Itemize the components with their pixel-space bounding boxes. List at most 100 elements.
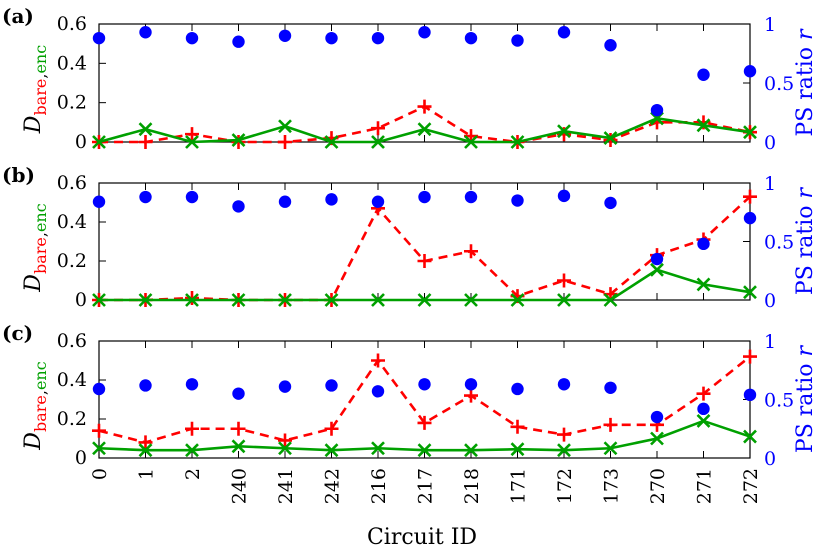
y-left-label-sub-comma: , [31, 390, 50, 395]
point-ratio [418, 190, 431, 204]
point-enc [185, 135, 199, 149]
point-bare [510, 419, 525, 434]
x-tick-label: 272 [740, 468, 762, 504]
y-left-label-sub-enc: enc [31, 45, 50, 74]
point-enc [464, 293, 478, 307]
y-left-label-symbol: D [21, 274, 46, 293]
y-left-tick-label: 0.4 [57, 211, 87, 233]
point-ratio [325, 193, 338, 206]
point-enc [696, 118, 711, 133]
point-enc [92, 135, 106, 149]
point-ratio [511, 382, 524, 396]
point-bare [278, 433, 292, 448]
point-ratio [232, 387, 245, 400]
point-enc [603, 131, 618, 145]
point-enc [650, 262, 664, 277]
point-enc [138, 443, 153, 458]
point-ratio [139, 379, 152, 392]
point-enc [278, 119, 292, 134]
point-ratio [185, 378, 199, 391]
x-tick-label: 271 [694, 468, 716, 504]
point-enc [324, 443, 339, 458]
point-ratio [511, 194, 524, 207]
point-bare [231, 421, 246, 436]
point-ratio [557, 378, 571, 391]
y-right-tick-label: 0.5 [764, 73, 794, 95]
point-ratio [371, 31, 385, 45]
point-ratio [557, 26, 571, 39]
y-left-tick-label: 0.2 [57, 408, 87, 430]
y-left-label-sub-bare: bare [31, 395, 50, 432]
point-ratio [743, 65, 757, 78]
series-line-bare [98, 355, 751, 444]
point-ratio [139, 190, 152, 204]
y-left-tick-label: 0.2 [57, 92, 87, 114]
y-left-label-symbol: D [21, 115, 46, 134]
point-bare [231, 135, 246, 149]
point-bare [557, 127, 571, 142]
point-enc [371, 441, 385, 456]
point-enc [138, 122, 153, 137]
point-bare [185, 127, 199, 142]
point-enc [510, 135, 525, 149]
y-left-label-symbol: D [21, 432, 46, 451]
point-bare [743, 349, 757, 364]
y-right-axis-label: PS ratio r [793, 344, 818, 453]
point-ratio [650, 103, 664, 117]
point-enc [696, 277, 711, 292]
point-bare [603, 133, 618, 148]
panel-0: 0 0.2 0.4 0.6 0 0.5 1 (a) Dbare,enc PS ratio r [2, 4, 818, 154]
series-line-bare [99, 195, 751, 302]
point-enc [603, 441, 618, 456]
point-enc [278, 293, 292, 307]
point-bare [92, 423, 106, 438]
point-bare [603, 417, 618, 432]
y-right-tick-label: 0 [764, 290, 776, 312]
point-enc [324, 293, 339, 307]
y-left-axis-label: Dbare,enc [21, 45, 50, 134]
point-enc [557, 124, 571, 139]
point-ratio [743, 388, 757, 402]
y-left-label-sub-bare: bare [31, 79, 50, 116]
point-enc [231, 133, 246, 147]
point-ratio [604, 381, 617, 394]
point-ratio [371, 195, 385, 208]
point-bare [185, 421, 199, 436]
point-enc [557, 293, 571, 307]
x-tick-label: 241 [275, 468, 297, 504]
y-right-axis-label: PS ratio r [793, 28, 818, 137]
panel-label: (b) [2, 163, 35, 187]
point-enc [92, 293, 106, 307]
x-axis-label: Circuit ID [367, 525, 477, 550]
point-ratio [92, 31, 106, 45]
point-ratio [185, 190, 199, 204]
point-enc [557, 443, 571, 458]
y-left-tick-label: 0.4 [57, 369, 87, 391]
x-tick-label: 218 [461, 468, 483, 504]
point-ratio [697, 402, 710, 416]
point-ratio [650, 410, 664, 424]
point-enc [417, 443, 432, 458]
point-enc [371, 293, 385, 307]
point-enc [696, 414, 711, 428]
y-left-tick-label: 0.6 [57, 330, 87, 352]
point-bare [557, 273, 571, 288]
y-left-tick-label: 0.6 [57, 13, 87, 35]
y-left-axis-label: Dbare,enc [21, 361, 50, 450]
point-ratio [464, 378, 478, 391]
y-right-label-symbol: r [793, 344, 818, 356]
point-enc [464, 443, 478, 458]
point-enc [510, 442, 525, 457]
x-tick-label: 172 [554, 468, 576, 504]
point-ratio [418, 378, 431, 391]
point-ratio [511, 34, 524, 47]
point-enc [371, 135, 385, 149]
point-ratio [232, 200, 245, 213]
point-ratio [557, 189, 571, 203]
point-enc [231, 293, 246, 307]
point-bare [557, 427, 571, 442]
point-bare [464, 388, 478, 403]
y-left-axis-label: Dbare,enc [21, 203, 50, 292]
y-right-tick-label: 1 [764, 14, 776, 36]
